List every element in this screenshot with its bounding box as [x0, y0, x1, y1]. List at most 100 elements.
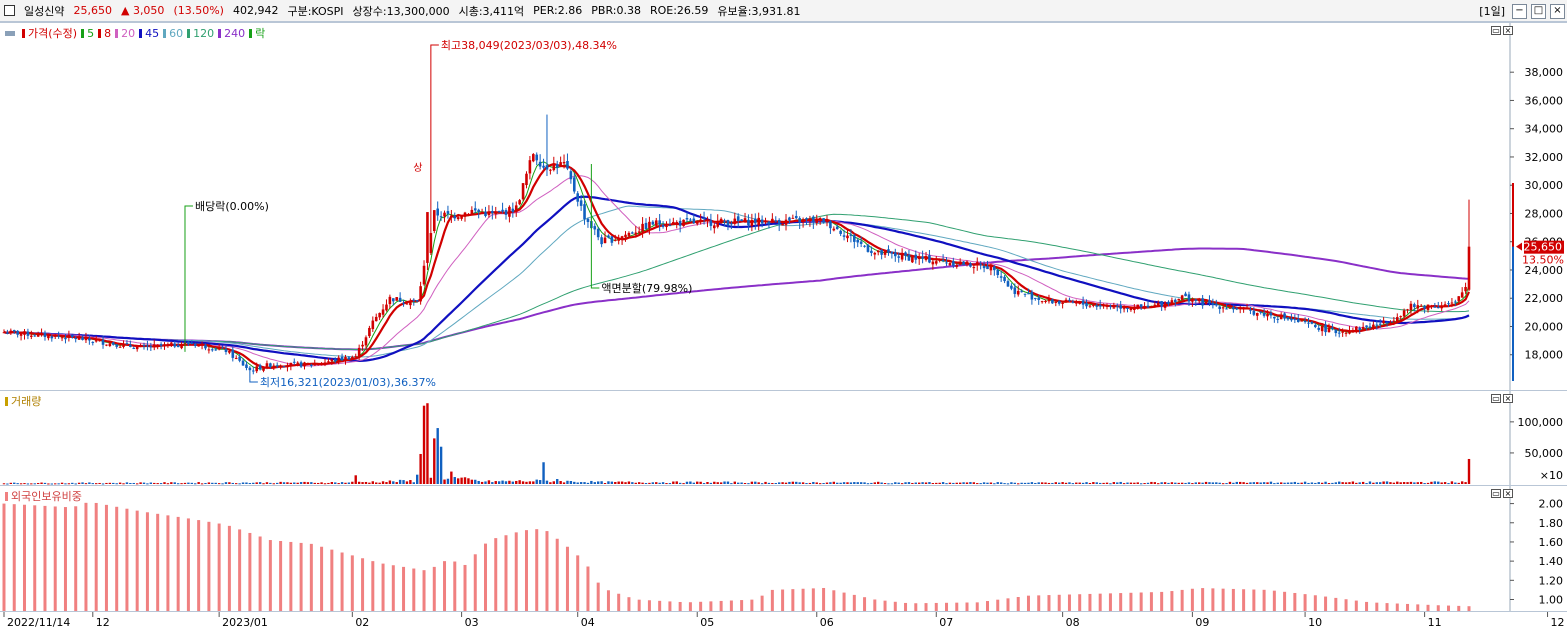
volume-bar — [1174, 482, 1177, 484]
candle-body — [1378, 323, 1382, 325]
volume-bar — [634, 482, 637, 484]
candle-body — [1214, 303, 1218, 306]
candle-body — [279, 366, 282, 368]
pane-minimize-icon[interactable]: ▭ — [1491, 26, 1501, 35]
candle-body — [651, 221, 655, 225]
candle-body — [1150, 306, 1153, 308]
candle-body — [699, 219, 702, 221]
stock-name[interactable]: 일성신약 — [24, 4, 65, 18]
candle-body — [825, 220, 829, 223]
volume-bar — [1283, 482, 1286, 484]
volume-bar — [316, 482, 320, 484]
pane-close-icon[interactable]: × — [1503, 489, 1513, 498]
maximize-icon[interactable]: □ — [1531, 3, 1546, 19]
minimize-icon[interactable]: − — [1512, 3, 1527, 19]
legend-item[interactable]: 120 — [193, 26, 215, 40]
candle-body — [207, 349, 211, 351]
volume-bar — [484, 481, 487, 484]
volume-bar — [883, 483, 887, 485]
candle-body — [1126, 307, 1129, 309]
foreign-holding-chart[interactable]: 2.00 1.80 1.60 1.40 1.20 1.00 — [0, 486, 1567, 612]
candle-body — [166, 344, 170, 346]
pane-close-icon[interactable]: × — [1503, 394, 1513, 403]
volume-bar — [252, 482, 255, 484]
volume-bar — [1139, 483, 1143, 485]
candle-body — [579, 200, 583, 206]
candle-body — [105, 344, 108, 346]
volume-chart[interactable]: 100,000 50,000 ×10 — [0, 391, 1567, 486]
candle-body — [603, 237, 607, 244]
volume-bar — [1331, 482, 1334, 484]
volume-bar — [402, 480, 405, 484]
pane-minimize-icon[interactable]: ▭ — [1491, 394, 1501, 403]
volume-bar — [757, 482, 760, 484]
pane-close-icon[interactable]: × — [1503, 26, 1513, 35]
volume-bar — [754, 481, 757, 484]
volume-bar — [986, 482, 989, 484]
price-pane[interactable]: 가격(수정) 5 8 20 45 60 120 240 락 ▭ × 38,000 36,000 34… — [0, 22, 1567, 391]
candle-body — [340, 356, 344, 361]
candle-body — [914, 254, 918, 260]
volume-bar — [1426, 482, 1430, 484]
legend-item[interactable]: 가격(수정) — [28, 27, 78, 40]
volume-bar — [726, 481, 730, 484]
candle-body — [1255, 313, 1259, 316]
volume-bar — [723, 481, 726, 484]
candle-body — [511, 208, 515, 212]
candle-body — [470, 209, 474, 215]
legend-item[interactable]: 60 — [169, 26, 184, 40]
foreign-bar — [227, 525, 231, 611]
candle-body — [1413, 304, 1416, 308]
foreign-bar — [688, 602, 692, 611]
candle-body — [446, 211, 450, 214]
volume-bar — [1187, 482, 1191, 484]
foreign-holding-pane[interactable]: 외국인보유비중 ▭ × 2.00 1.80 1.60 1.40 1.20 1.00 — [0, 485, 1567, 612]
volume-bar — [777, 482, 781, 484]
legend-item[interactable]: 20 — [121, 26, 136, 40]
candle-body — [1290, 318, 1293, 321]
volume-bar — [460, 477, 463, 484]
candle-body — [228, 350, 231, 353]
period-selector[interactable]: [1일] — [1479, 5, 1505, 18]
foreign-bar — [422, 570, 426, 611]
candle-body — [695, 220, 699, 224]
volume-bar — [293, 482, 296, 484]
foreign-bar — [43, 505, 47, 611]
select-checkbox[interactable] — [4, 5, 15, 16]
candle-body — [624, 234, 627, 238]
pane-handle-icon[interactable] — [5, 30, 15, 36]
candle-body — [132, 347, 136, 349]
volume-pane[interactable]: 거래량 ▭ × 100,000 50,000 ×10 — [0, 390, 1567, 486]
foreign-bar — [135, 510, 139, 611]
volume-bar — [33, 483, 36, 485]
legend-item[interactable]: 락 — [255, 27, 266, 40]
legend-swatch — [98, 28, 102, 38]
legend-item[interactable]: 240 — [224, 26, 246, 40]
candle-body — [122, 343, 125, 347]
split-annotation: 액면분할(79.98%) — [601, 282, 692, 295]
legend-item[interactable]: 8 — [104, 26, 112, 40]
foreign-bar — [904, 602, 908, 611]
volume-bar — [74, 483, 77, 485]
legend-item[interactable]: 5 — [87, 26, 95, 40]
pane-minimize-icon[interactable]: ▭ — [1491, 489, 1501, 498]
volume-bar — [559, 481, 562, 484]
candle-body — [1467, 246, 1471, 290]
volume-bar — [1160, 482, 1163, 484]
volume-bar — [245, 482, 248, 484]
candle-body — [26, 331, 30, 336]
price-chart[interactable]: 38,00036,00034,00032,00030,00028,00026,0… — [0, 23, 1567, 391]
candle-body — [1006, 281, 1010, 287]
x-tick-label: 11 — [1428, 616, 1442, 629]
foreign-bar — [1344, 599, 1348, 611]
volume-bar — [737, 482, 740, 484]
candle-body — [200, 344, 204, 346]
volume-bar — [1146, 482, 1150, 484]
close-icon[interactable]: × — [1550, 3, 1565, 19]
volume-bar — [1269, 481, 1273, 484]
candle-body — [972, 267, 976, 269]
candle-body — [453, 215, 457, 219]
candle-body — [1191, 300, 1194, 302]
volume-bar — [1088, 482, 1092, 484]
legend-item[interactable]: 45 — [145, 26, 160, 40]
